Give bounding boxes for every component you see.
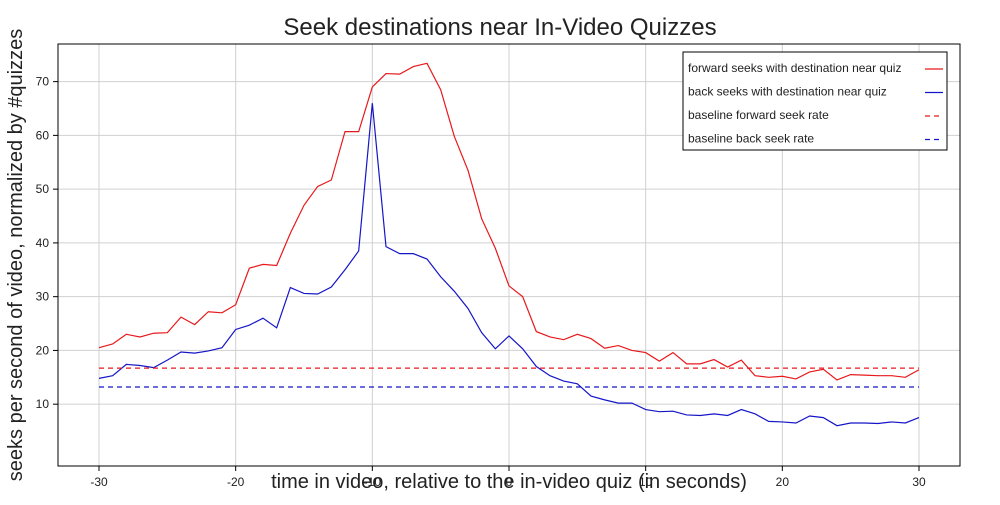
legend-box bbox=[682, 51, 948, 151]
y-tick-label: 20 bbox=[36, 343, 50, 357]
x-tick-label: -20 bbox=[227, 475, 245, 489]
plot-frame bbox=[57, 43, 961, 467]
legend-label: baseline back seek rate bbox=[688, 132, 814, 146]
y-tick-label: 50 bbox=[36, 182, 50, 196]
x-tick-label: -30 bbox=[90, 475, 108, 489]
y-tick-label: 70 bbox=[36, 75, 50, 89]
x-tick-label: 20 bbox=[776, 475, 790, 489]
x-tick-label: 0 bbox=[506, 475, 513, 489]
x-tick-label: 10 bbox=[639, 475, 653, 489]
y-axis-label: seeks per second of video, normalized by… bbox=[5, 29, 27, 481]
legend-label: back seeks with destination near quiz bbox=[688, 85, 887, 99]
y-tick-label: 60 bbox=[36, 128, 50, 142]
y-tick-label: 10 bbox=[36, 397, 50, 411]
y-tick-label: 40 bbox=[36, 236, 50, 250]
x-tick-label: -10 bbox=[364, 475, 382, 489]
y-tick-label: 30 bbox=[36, 290, 50, 304]
chart-title: Seek destinations near In-Video Quizzes bbox=[283, 14, 716, 41]
series-line bbox=[98, 62, 920, 381]
x-axis-label: time in video, relative to the in-video … bbox=[271, 471, 747, 493]
legend-label: forward seeks with destination near quiz bbox=[688, 61, 901, 75]
legend-label: baseline forward seek rate bbox=[688, 108, 829, 122]
series-line bbox=[98, 103, 920, 427]
x-tick-label: 30 bbox=[912, 475, 926, 489]
